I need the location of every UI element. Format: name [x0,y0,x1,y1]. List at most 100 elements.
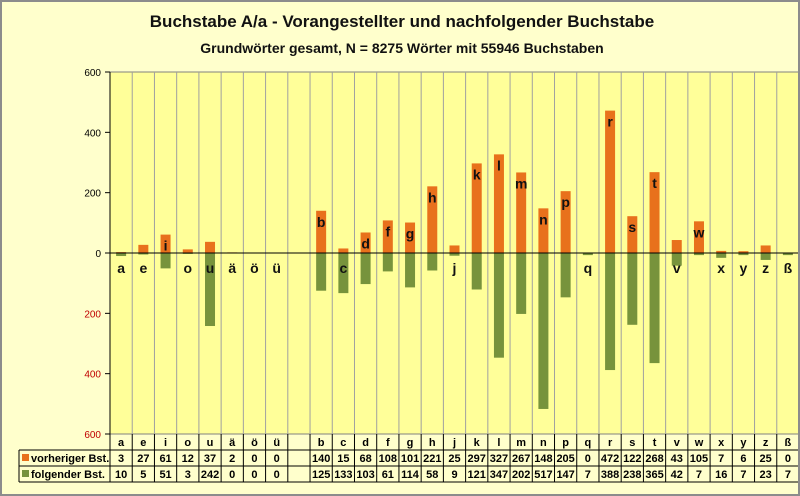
table-value-cell: 133 [334,469,352,481]
table-value-cell: 221 [423,453,441,465]
bar-letter-label: i [164,238,168,254]
bar-vorheriger [405,222,416,253]
table-header-cell: j [452,437,456,449]
table-value-cell: 242 [201,469,219,481]
table-header-cell: v [674,437,681,449]
table-header-cell: o [184,437,191,449]
bar-letter-label: d [361,235,370,251]
table-header-cell: k [474,437,481,449]
table-header-cell: ä [229,437,236,449]
table-value-cell: 43 [671,453,683,465]
table-header-cell: b [318,437,325,449]
table-value-cell: 7 [740,469,746,481]
bar-folgender [582,253,593,256]
table-value-cell: 517 [534,469,552,481]
bar-letter-label: m [515,175,527,191]
table-value-cell: 0 [785,453,791,465]
bar-letter-label: p [561,194,570,210]
bar-vorheriger [449,245,460,253]
bar-vorheriger [360,232,371,253]
table-value-cell: 37 [204,453,216,465]
table-value-cell: 147 [556,469,574,481]
chart-title: Buchstabe A/a - Vorangestellter und nach… [149,12,655,31]
bar-folgender [427,253,438,271]
y-tick-label: 600 [84,68,101,79]
table-value-cell: 3 [185,469,191,481]
table-value-cell: 365 [645,469,663,481]
bar-folgender [338,253,349,294]
bar-letter-label: v [673,260,681,276]
table-value-cell: 27 [137,453,149,465]
bar-vorheriger [182,249,193,253]
bar-folgender [716,253,727,258]
bar-letter-label: y [740,260,748,276]
table-value-cell: 327 [490,453,508,465]
bar-vorheriger [560,191,571,253]
bar-folgender [516,253,527,314]
y-tick-label: 200 [84,189,101,200]
table-header-cell: s [629,437,635,449]
table-value-cell: 0 [229,469,235,481]
y-tick-label: 600 [84,430,101,441]
bar-letter-label: b [317,214,326,230]
bar-folgender [738,253,749,256]
table-value-cell: 15 [337,453,349,465]
table-value-cell: 114 [401,469,420,481]
table-value-cell: 61 [382,469,394,481]
bar-letter-label: ä [228,260,236,276]
table-value-cell: 7 [585,469,591,481]
table-header-cell: y [740,437,747,449]
legend-label: folgender Bst. [31,469,105,481]
table-value-cell: 122 [623,453,641,465]
bar-letter-label: l [497,157,501,173]
bar-folgender [205,253,216,327]
bar-vorheriger [649,172,660,253]
bar-letter-label: c [339,260,347,276]
table-value-cell: 268 [645,453,663,465]
table-value-cell: 9 [451,469,457,481]
bar-letter-label: o [184,260,193,276]
bar-vorheriger [427,186,438,253]
bar-letter-label: k [473,166,481,182]
table-value-cell: 12 [182,453,194,465]
bar-folgender [449,253,460,256]
table-value-cell: 105 [690,453,708,465]
table-value-cell: 472 [601,453,619,465]
bar-vorheriger [205,241,216,253]
bar-vorheriger [671,240,682,253]
bar-vorheriger [493,154,504,253]
bar-folgender [782,253,793,256]
table-value-cell: 388 [601,469,619,481]
table-header-cell: c [340,437,346,449]
bar-letter-label: u [206,260,215,276]
table-value-cell: 10 [115,469,127,481]
table-value-cell: 16 [715,469,727,481]
table-value-cell: 25 [448,453,460,465]
table-header-cell: f [386,437,390,449]
table-value-cell: 347 [490,469,508,481]
table-value-cell: 3 [118,453,124,465]
bar-letter-label: f [385,223,390,239]
table-header-cell: d [362,437,369,449]
bar-letter-label: g [406,226,415,242]
bar-folgender [560,253,571,298]
bar-vorheriger [316,210,327,253]
table-header-cell: u [207,437,214,449]
table-header-cell: p [562,437,569,449]
bar-letter-label: e [139,260,147,276]
table-value-cell: 25 [760,453,772,465]
table-header-cell: ü [273,437,280,449]
bar-folgender [405,253,416,288]
legend-key [22,454,29,461]
table-value-cell: 61 [159,453,171,465]
table-value-cell: 7 [785,469,791,481]
table-value-cell: 2 [229,453,235,465]
table-header-cell: x [718,437,725,449]
y-tick-label: 200 [84,309,101,320]
table-value-cell: 51 [159,469,171,481]
bar-vorheriger [760,245,771,253]
table-value-cell: 121 [468,469,486,481]
bar-letter-label: n [539,211,548,227]
bar-letter-label: z [762,260,769,276]
